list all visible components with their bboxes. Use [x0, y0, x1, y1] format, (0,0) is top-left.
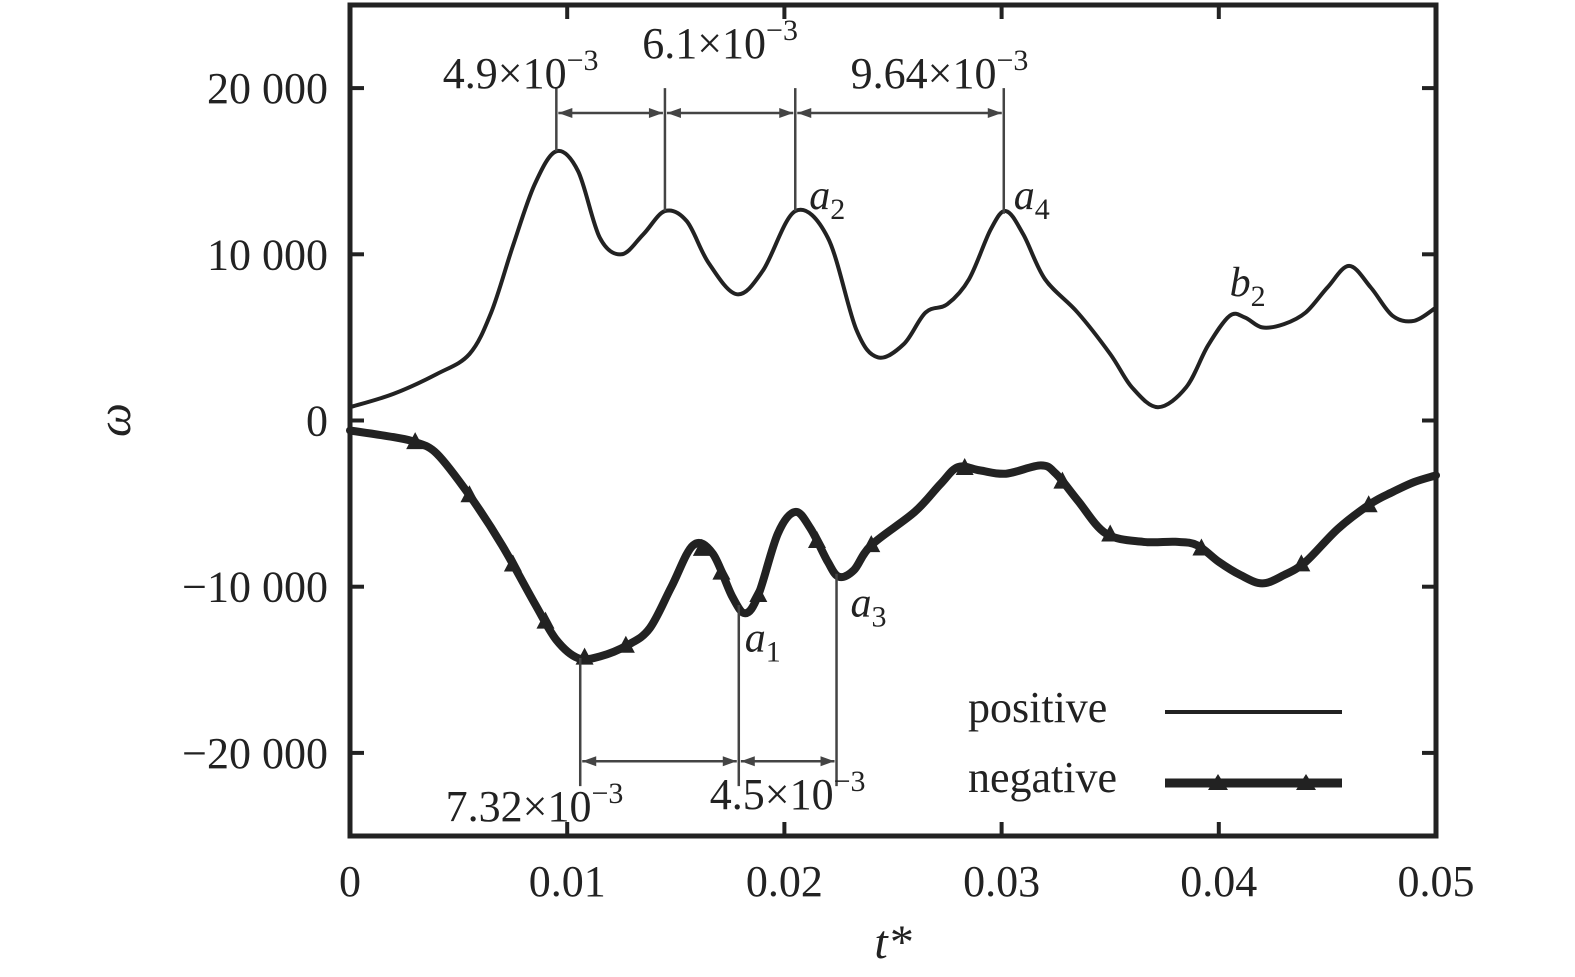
interval-label-4: 4.5×10−3 — [710, 765, 866, 819]
x-tick-label-2: 0.02 — [746, 857, 823, 906]
legend: positive negative — [968, 683, 1342, 802]
marker-negative-13 — [1101, 524, 1120, 542]
interval-arrowhead-start-1 — [666, 108, 681, 119]
legend-marker-negative-1 — [1208, 774, 1228, 790]
x-tick-label-1: 0.01 — [529, 857, 606, 906]
marker-negative-14 — [1192, 538, 1211, 556]
marker-negative-0 — [406, 432, 425, 450]
marker-negative-16 — [1359, 495, 1378, 513]
point-label-b2: b2 — [1230, 260, 1266, 313]
interval-arrowhead-start-0 — [558, 108, 573, 119]
x-tick-label-4: 0.04 — [1180, 857, 1257, 906]
point-label-a4: a4 — [1014, 173, 1050, 226]
interval-label-1: 6.1×10−3 — [642, 14, 798, 68]
interval-arrowhead-end-3 — [722, 756, 737, 767]
annotation-layer: 4.9×10−3 6.1×10−3 9.64×10−3 7.32×10−3 4.5×10… — [443, 14, 1266, 831]
marker-negative-12 — [1053, 471, 1072, 489]
x-axis-title: t* — [874, 916, 911, 969]
interval-label-0: 4.9×10−3 — [443, 44, 599, 98]
marker-negative-2 — [503, 554, 522, 572]
y-tick-label-0: 20 000 — [207, 64, 328, 113]
point-label-a2: a2 — [809, 173, 845, 226]
y-tick-label-1: 10 000 — [207, 230, 328, 279]
y-tick-label-4: −20 000 — [182, 729, 328, 778]
marker-negative-8 — [749, 585, 768, 603]
legend-label-positive: positive — [968, 683, 1107, 732]
y-tick-label-2: 0 — [306, 397, 328, 446]
series-line-negative — [346, 426, 1440, 664]
marker-negative-6 — [692, 538, 711, 556]
interval-arrowhead-start-4 — [740, 756, 755, 767]
point-label-a1: a1 — [745, 615, 781, 668]
marker-negative-15 — [1292, 554, 1311, 572]
marker-negative-10 — [862, 535, 881, 553]
y-axis: 20 000 10 000 0 −10 000 −20 000 — [182, 64, 1436, 778]
interval-arrowhead-end-2 — [987, 108, 1002, 119]
legend-marker-negative-2 — [1296, 774, 1316, 790]
marker-negative-1 — [460, 485, 479, 503]
marker-negative-7 — [712, 562, 731, 580]
interval-arrowhead-end-1 — [779, 108, 794, 119]
marker-negative-3 — [536, 611, 555, 629]
series-layer — [346, 148, 1440, 665]
point-label-a3: a3 — [851, 581, 887, 634]
x-tick-label-5: 0.05 — [1398, 857, 1475, 906]
marker-negative-9 — [807, 530, 826, 548]
marker-negative-11 — [955, 458, 974, 476]
x-axis: 0 0.01 0.02 0.03 0.04 0.05 — [339, 5, 1475, 906]
interval-label-2: 9.64×10−3 — [851, 44, 1029, 98]
series-line-positive — [348, 148, 1438, 410]
interval-label-3: 7.32×10−3 — [446, 777, 624, 831]
x-tick-label-3: 0.03 — [963, 857, 1040, 906]
interval-arrowhead-start-3 — [582, 756, 597, 767]
interval-arrowhead-end-0 — [648, 108, 663, 119]
interval-arrowhead-end-4 — [820, 756, 835, 767]
x-tick-label-0: 0 — [339, 857, 361, 906]
marker-negative-5 — [616, 635, 635, 653]
y-axis-title: ω — [88, 403, 141, 437]
legend-label-negative: negative — [968, 753, 1117, 802]
y-tick-label-3: −10 000 — [182, 563, 328, 612]
interval-arrowhead-start-2 — [797, 108, 812, 119]
